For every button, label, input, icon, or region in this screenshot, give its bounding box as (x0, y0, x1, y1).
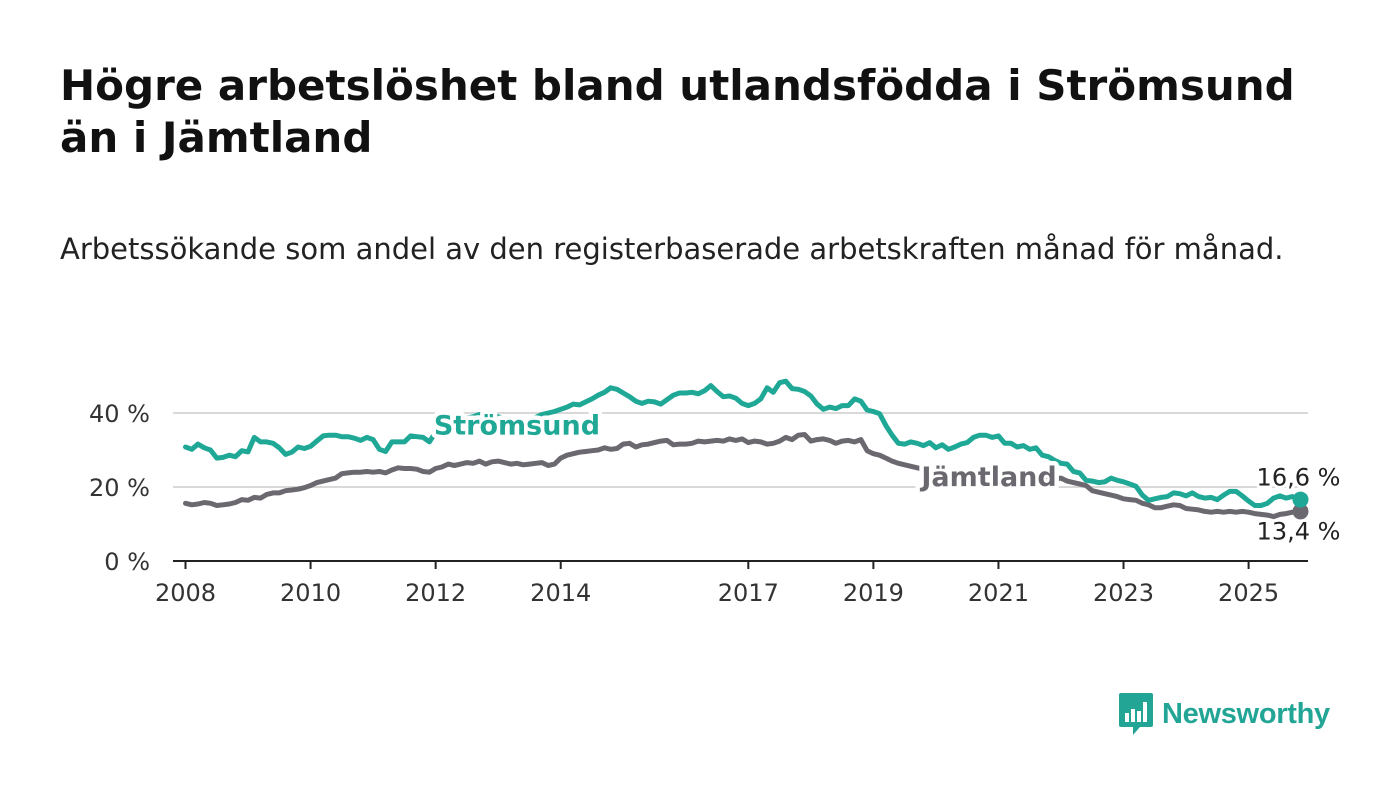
logo-text: Newsworthy (1162, 697, 1330, 730)
x-tick-label: 2021 (968, 579, 1029, 607)
x-tick-label: 2017 (718, 579, 779, 607)
x-tick-label: 2010 (280, 579, 341, 607)
chart-title: Högre arbetslöshet bland utlandsfödda i … (60, 61, 1295, 162)
end-value-label: 13,4 % (1257, 517, 1341, 545)
series-end-point (1292, 503, 1309, 520)
axis-layer: 0 % 20 % 40 % 2008 2010 2012 2014 2017 2019 2021 2… (89, 400, 1308, 607)
y-tick-label: 40 % (89, 400, 150, 428)
x-tick-label: 2023 (1093, 579, 1154, 607)
x-tick-label: 2008 (155, 579, 216, 607)
bar-chart-bubble-icon (1119, 693, 1153, 735)
x-tick-label: 2012 (405, 579, 466, 607)
series-end-point (1292, 491, 1309, 508)
series-label: Jämtland (919, 462, 1056, 493)
x-tick-label: 2025 (1218, 579, 1279, 607)
newsworthy-logo: Newsworthy (1118, 690, 1330, 738)
series-line-jämtland (183, 432, 1303, 520)
series-line-strömsund (183, 378, 1303, 508)
chart-subtitle: Arbetssökande som andel av den registerb… (60, 232, 1284, 266)
grid-layer (173, 412, 1308, 488)
x-tick-label: 2014 (530, 579, 591, 607)
label-layer: Strömsund Jämtland 16,6 % 13,4 % (429, 406, 1343, 549)
end-value-label: 16,6 % (1257, 464, 1341, 492)
series-label: Strömsund (434, 410, 600, 441)
x-tick-label: 2019 (843, 579, 904, 607)
series-layer (183, 378, 1309, 520)
y-tick-label: 20 % (89, 474, 150, 502)
y-tick-label: 0 % (104, 548, 150, 576)
